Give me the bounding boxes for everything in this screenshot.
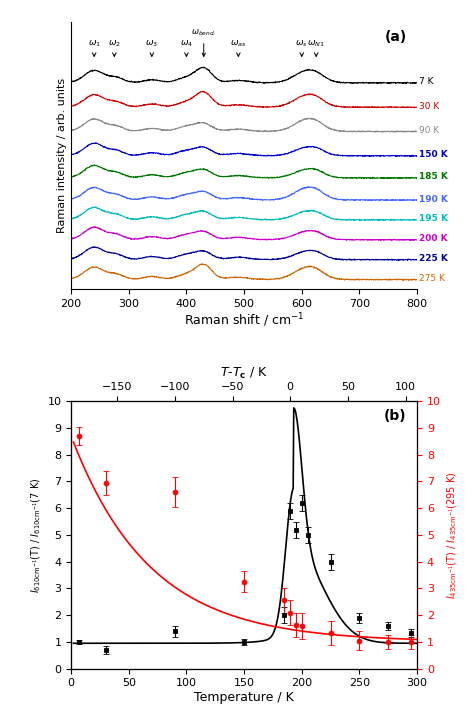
Text: 225 K: 225 K xyxy=(419,255,448,263)
Text: $\omega_1$: $\omega_1$ xyxy=(88,39,100,56)
X-axis label: Raman shift / cm$^{-1}$: Raman shift / cm$^{-1}$ xyxy=(184,311,304,329)
Text: 90 K: 90 K xyxy=(419,126,439,135)
Text: 200 K: 200 K xyxy=(419,234,447,243)
Text: $\omega_4$: $\omega_4$ xyxy=(180,39,193,56)
Text: 30 K: 30 K xyxy=(419,101,439,111)
Text: $\omega_3$: $\omega_3$ xyxy=(146,39,158,56)
Text: 190 K: 190 K xyxy=(419,195,448,203)
Text: (b): (b) xyxy=(384,409,407,423)
Text: 195 K: 195 K xyxy=(419,214,448,224)
Text: $\omega_{N1}$: $\omega_{N1}$ xyxy=(307,39,325,56)
Text: 185 K: 185 K xyxy=(419,173,448,181)
Text: $\omega_2$: $\omega_2$ xyxy=(108,39,121,56)
Text: 7 K: 7 K xyxy=(419,78,433,86)
Y-axis label: Raman intensity / arb. units: Raman intensity / arb. units xyxy=(57,78,67,233)
Text: (a): (a) xyxy=(384,29,407,44)
Y-axis label: $I_{610\mathrm{cm}^{-1}}$(T) / $I_{610\mathrm{cm}^{-1}}$(7 K): $I_{610\mathrm{cm}^{-1}}$(T) / $I_{610\m… xyxy=(29,477,43,592)
Text: $\omega_{as}$: $\omega_{as}$ xyxy=(230,39,246,56)
X-axis label: $\mathbf{\mathit{T}}$-$\mathbf{\mathit{T}}_\mathbf{c}$ / K: $\mathbf{\mathit{T}}$-$\mathbf{\mathit{T… xyxy=(220,367,268,382)
Text: $\omega_{bend.}$: $\omega_{bend.}$ xyxy=(191,27,216,56)
Text: 275 K: 275 K xyxy=(419,274,445,283)
Text: 150 K: 150 K xyxy=(419,150,447,160)
Y-axis label: $I_{435\mathrm{cm}^{-1}}$(T) / $I_{435\mathrm{cm}^{-1}}$(295 K): $I_{435\mathrm{cm}^{-1}}$(T) / $I_{435\m… xyxy=(445,471,459,599)
Text: $\omega_s$: $\omega_s$ xyxy=(295,39,308,56)
X-axis label: Temperature / K: Temperature / K xyxy=(194,691,294,704)
